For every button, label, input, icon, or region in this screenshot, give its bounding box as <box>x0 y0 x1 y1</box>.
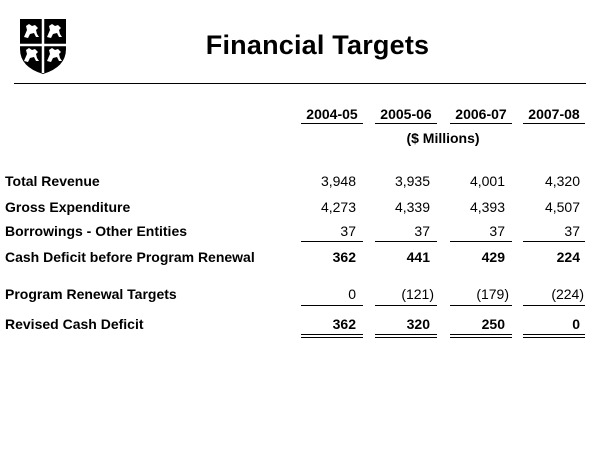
table-cell: (121) <box>401 286 434 302</box>
title-divider <box>14 83 586 84</box>
row-label-gross-expenditure: Gross Expenditure <box>5 199 131 215</box>
table-cell: 4,001 <box>469 173 505 189</box>
total-double-rule <box>301 334 363 335</box>
table-cell: 250 <box>481 316 505 332</box>
row-label-borrowings: Borrowings - Other Entities <box>5 223 188 239</box>
total-double-rule <box>450 337 512 338</box>
subtotal-rule <box>523 241 585 242</box>
column-header-2005-06: 2005-06 <box>375 106 437 124</box>
table-cell: 429 <box>481 249 505 265</box>
coat-of-arms-logo <box>20 19 66 74</box>
total-double-rule <box>301 337 363 338</box>
subtotal-rule <box>450 305 512 306</box>
table-cell: (179) <box>476 286 509 302</box>
table-cell: 3,948 <box>320 173 356 189</box>
table-cell: 37 <box>414 223 430 239</box>
table-cell: 4,339 <box>394 199 430 215</box>
row-label-cash-deficit: Cash Deficit before Program Renewal <box>5 249 255 265</box>
total-double-rule <box>375 334 437 335</box>
column-header-2004-05: 2004-05 <box>301 106 363 124</box>
table-cell: 224 <box>556 249 580 265</box>
subtotal-rule <box>375 305 437 306</box>
subtotal-rule <box>450 241 512 242</box>
table-cell: 4,393 <box>469 199 505 215</box>
table-cell: 362 <box>332 249 356 265</box>
units-label: ($ Millions) <box>406 130 480 146</box>
table-cell: 4,507 <box>544 199 580 215</box>
subtotal-rule <box>523 305 585 306</box>
column-header-2006-07: 2006-07 <box>450 106 512 124</box>
row-label-revised-cash-deficit: Revised Cash Deficit <box>5 316 144 332</box>
table-cell: 4,273 <box>320 199 356 215</box>
total-double-rule <box>450 334 512 335</box>
table-cell: (224) <box>551 286 584 302</box>
subtotal-rule <box>301 305 363 306</box>
table-cell: 37 <box>489 223 505 239</box>
table-cell: 4,320 <box>544 173 580 189</box>
table-cell: 320 <box>406 316 430 332</box>
row-label-program-renewal-targets: Program Renewal Targets <box>5 286 177 302</box>
table-cell: 37 <box>564 223 580 239</box>
total-double-rule <box>375 337 437 338</box>
table-cell: 0 <box>348 286 356 302</box>
table-cell: 37 <box>340 223 356 239</box>
total-double-rule <box>523 337 585 338</box>
subtotal-rule <box>375 241 437 242</box>
subtotal-rule <box>301 241 363 242</box>
total-double-rule <box>523 334 585 335</box>
table-cell: 0 <box>572 316 580 332</box>
page-title: Financial Targets <box>205 30 430 60</box>
table-cell: 3,935 <box>394 173 430 189</box>
table-cell: 362 <box>332 316 356 332</box>
table-cell: 441 <box>406 249 430 265</box>
column-header-2007-08: 2007-08 <box>523 106 585 124</box>
row-label-total-revenue: Total Revenue <box>5 173 100 189</box>
